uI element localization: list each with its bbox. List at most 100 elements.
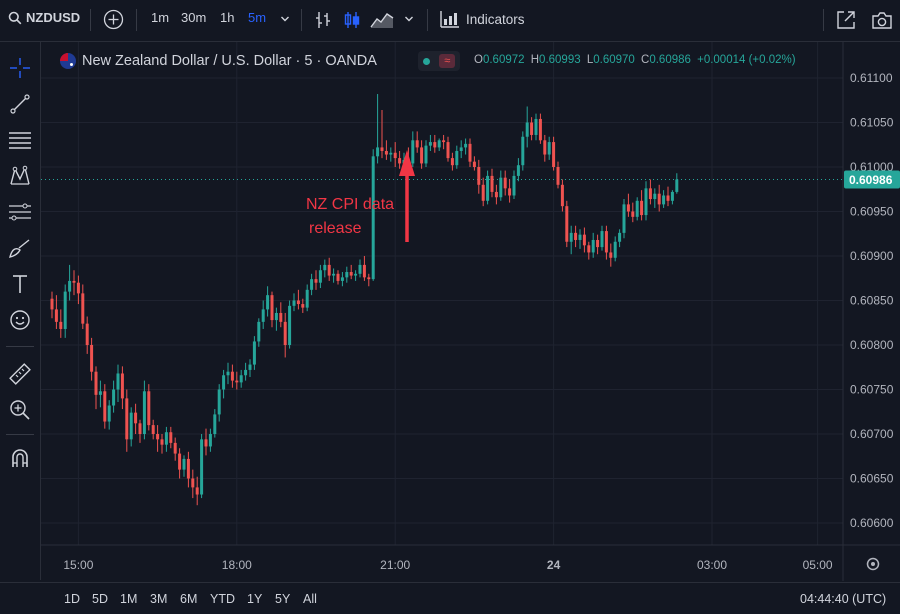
- range-all[interactable]: All: [303, 592, 317, 606]
- candle-body: [450, 158, 454, 166]
- interval-1m[interactable]: 1m: [151, 10, 170, 25]
- range-ytd[interactable]: YTD: [210, 592, 235, 606]
- candle-body: [481, 184, 485, 201]
- range-1d[interactable]: 1D: [64, 592, 80, 606]
- candle-body: [226, 371, 230, 376]
- snapshot-button[interactable]: [871, 10, 893, 33]
- indicators-icon: [440, 11, 459, 28]
- candle-body: [609, 252, 613, 258]
- candle-body: [393, 152, 397, 159]
- candle-body: [459, 147, 463, 151]
- divider: [90, 9, 91, 31]
- compare-button[interactable]: [103, 9, 124, 33]
- candle-body: [173, 442, 177, 454]
- measure-tool[interactable]: [6, 360, 34, 388]
- candle-body: [270, 295, 274, 321]
- candle-body: [534, 118, 538, 135]
- candle-body: [569, 232, 573, 242]
- candle-body: [587, 245, 591, 253]
- candle-body: [411, 140, 415, 164]
- candle-body: [292, 300, 296, 306]
- candle-body: [112, 389, 116, 406]
- range-6m[interactable]: 6M: [180, 592, 198, 606]
- interval-1h[interactable]: 1h: [220, 10, 235, 25]
- candle-body: [151, 425, 155, 434]
- candle-body: [98, 391, 102, 395]
- candle-body: [657, 193, 661, 205]
- candle-body: [129, 412, 133, 440]
- brush-tool[interactable]: [6, 234, 34, 262]
- magnet-tool[interactable]: [6, 444, 34, 472]
- candle-body: [591, 239, 595, 253]
- candle-body: [552, 142, 556, 167]
- candle-body: [208, 434, 212, 447]
- candle-body: [257, 321, 261, 342]
- chart-style-dropdown[interactable]: [404, 12, 414, 27]
- market-open-dot-icon: [422, 57, 430, 65]
- ruler-icon: [9, 363, 31, 385]
- interval-5m[interactable]: 5m: [248, 10, 267, 25]
- utc-clock[interactable]: 04:44:40 (UTC): [800, 592, 887, 606]
- interval-30m[interactable]: 30m: [181, 10, 207, 25]
- interval-dropdown[interactable]: [280, 12, 290, 27]
- market-status-badge[interactable]: ≈: [418, 51, 460, 71]
- candle-body: [604, 231, 608, 253]
- divider: [136, 9, 137, 31]
- range-1m[interactable]: 1M: [120, 592, 138, 606]
- area-style-button[interactable]: [370, 10, 394, 33]
- candle-body: [235, 380, 239, 383]
- ohlc-open-key: O: [474, 54, 483, 66]
- expand-icon: [837, 11, 855, 29]
- last-price-box: [844, 170, 900, 189]
- last-price-label: 0.60986: [849, 173, 893, 187]
- candle-body: [613, 241, 617, 258]
- candle-body: [248, 364, 252, 370]
- annotation-text: release: [309, 220, 362, 237]
- candle-body: [578, 234, 582, 240]
- crosshair-tool[interactable]: [6, 54, 34, 82]
- symbol-search[interactable]: NZDUSD: [8, 10, 80, 25]
- price-chart[interactable]: 0.611000.610500.610000.609500.609000.608…: [0, 0, 900, 582]
- candle-body: [169, 432, 173, 443]
- candle-body: [666, 195, 670, 201]
- indicators-button[interactable]: Indicators: [440, 10, 525, 28]
- candle-body: [345, 272, 349, 278]
- candle-body: [446, 142, 450, 159]
- symbol-label: NZDUSD: [26, 10, 81, 25]
- candle-body: [499, 177, 503, 198]
- trend-line-tool[interactable]: [6, 90, 34, 118]
- bar-style-button[interactable]: [313, 10, 333, 33]
- prediction-tool[interactable]: [6, 198, 34, 226]
- range-5d[interactable]: 5D: [92, 592, 108, 606]
- legend-title[interactable]: New Zealand Dollar / U.S. Dollar · 5 · O…: [82, 53, 377, 69]
- text-tool[interactable]: [6, 270, 34, 298]
- ohlc-high: 0.60993: [539, 54, 581, 66]
- zoom-tool[interactable]: [6, 396, 34, 424]
- chart-legend: New Zealand Dollar / U.S. Dollar · 5 · O…: [60, 52, 377, 70]
- candle-body: [213, 414, 217, 434]
- candle-body: [85, 323, 89, 345]
- settings-gear-center: [871, 562, 875, 566]
- candle-body: [424, 145, 428, 164]
- wave-icon: ≈: [439, 54, 456, 68]
- candles-style-button[interactable]: [342, 10, 362, 33]
- emoji-tool[interactable]: [6, 306, 34, 334]
- range-5y[interactable]: 5Y: [275, 592, 291, 606]
- candle-body: [116, 373, 120, 390]
- zoom-in-icon: [10, 400, 30, 420]
- range-1y[interactable]: 1Y: [247, 592, 263, 606]
- candle-body: [367, 277, 371, 280]
- horizontal-lines-tool[interactable]: [6, 126, 34, 154]
- candle-body: [274, 312, 278, 321]
- range-3m[interactable]: 3M: [150, 592, 168, 606]
- candle-body: [354, 273, 358, 276]
- candle-body: [670, 191, 674, 201]
- candle-body: [640, 200, 644, 216]
- candle-body: [662, 195, 666, 205]
- candle-body: [442, 140, 446, 143]
- pattern-tool[interactable]: [6, 162, 34, 190]
- search-icon: [8, 11, 22, 24]
- chevron-down-icon: [405, 16, 413, 22]
- fullscreen-button[interactable]: [836, 10, 856, 33]
- candle-body: [68, 280, 72, 292]
